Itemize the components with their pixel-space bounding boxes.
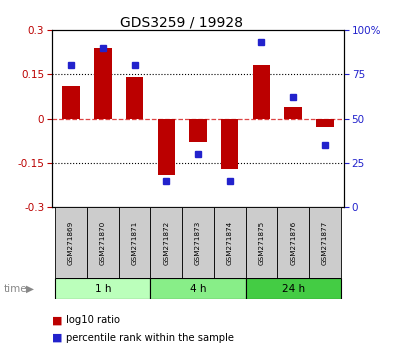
Text: 1 h: 1 h	[94, 284, 111, 293]
Bar	[214, 207, 246, 278]
Text: log10 ratio: log10 ratio	[66, 315, 120, 325]
Bar	[62, 86, 80, 119]
Text: GSM271877: GSM271877	[322, 220, 328, 264]
Bar	[277, 207, 309, 278]
Text: 4 h: 4 h	[190, 284, 206, 293]
Bar	[119, 207, 150, 278]
Bar	[55, 207, 87, 278]
Text: GSM271874: GSM271874	[227, 220, 233, 264]
Bar	[246, 278, 341, 299]
Text: ■: ■	[52, 315, 62, 325]
Bar	[94, 48, 112, 119]
Text: GSM271876: GSM271876	[290, 220, 296, 264]
Text: percentile rank within the sample: percentile rank within the sample	[66, 333, 234, 343]
Bar	[246, 207, 277, 278]
Bar	[221, 119, 238, 169]
Text: GSM271875: GSM271875	[258, 220, 264, 264]
Text: 24 h: 24 h	[282, 284, 305, 293]
Bar	[309, 207, 341, 278]
Text: GSM271872: GSM271872	[163, 220, 169, 264]
Bar	[284, 107, 302, 119]
Bar	[189, 119, 207, 142]
Text: ■: ■	[52, 333, 62, 343]
Bar	[150, 278, 246, 299]
Bar	[126, 77, 143, 119]
Bar	[253, 65, 270, 119]
Bar	[87, 207, 119, 278]
Bar	[150, 207, 182, 278]
Text: GSM271869: GSM271869	[68, 220, 74, 264]
Text: GDS3259 / 19928: GDS3259 / 19928	[120, 16, 244, 30]
Bar	[158, 119, 175, 175]
Text: GSM271871: GSM271871	[132, 220, 138, 264]
Text: GSM271870: GSM271870	[100, 220, 106, 264]
Bar	[182, 207, 214, 278]
Text: GSM271873: GSM271873	[195, 220, 201, 264]
Text: ▶: ▶	[26, 284, 34, 294]
Bar	[316, 119, 334, 127]
Text: time: time	[4, 284, 28, 294]
Bar	[55, 278, 150, 299]
